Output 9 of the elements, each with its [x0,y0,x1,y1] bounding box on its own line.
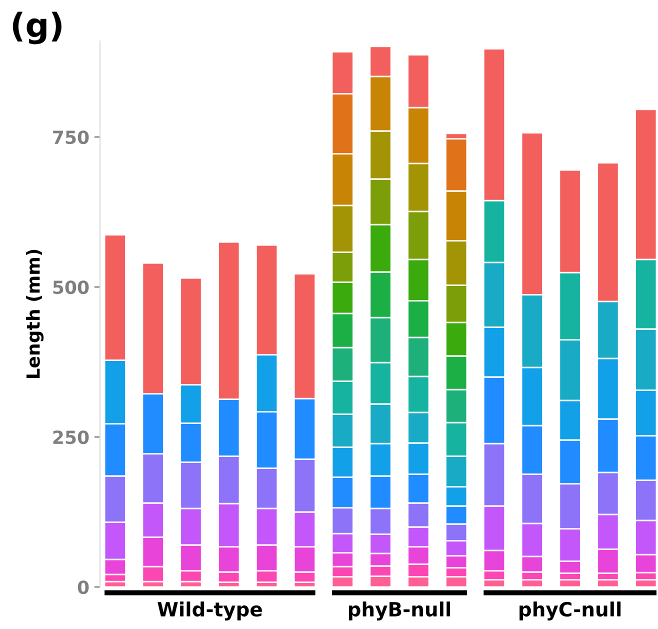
y-tick-label: 750 [53,130,89,144]
y-tick-label: 0 [78,580,89,594]
y-tick-label: 250 [53,430,89,444]
y-axis-title: Length (mm) [26,250,44,378]
text: Wild-type [158,602,262,621]
y-tick-label: 500 [53,280,89,294]
chart-title: (g) [12,12,62,44]
text: phyC-null [520,602,621,621]
text: phyB-null [348,602,450,621]
